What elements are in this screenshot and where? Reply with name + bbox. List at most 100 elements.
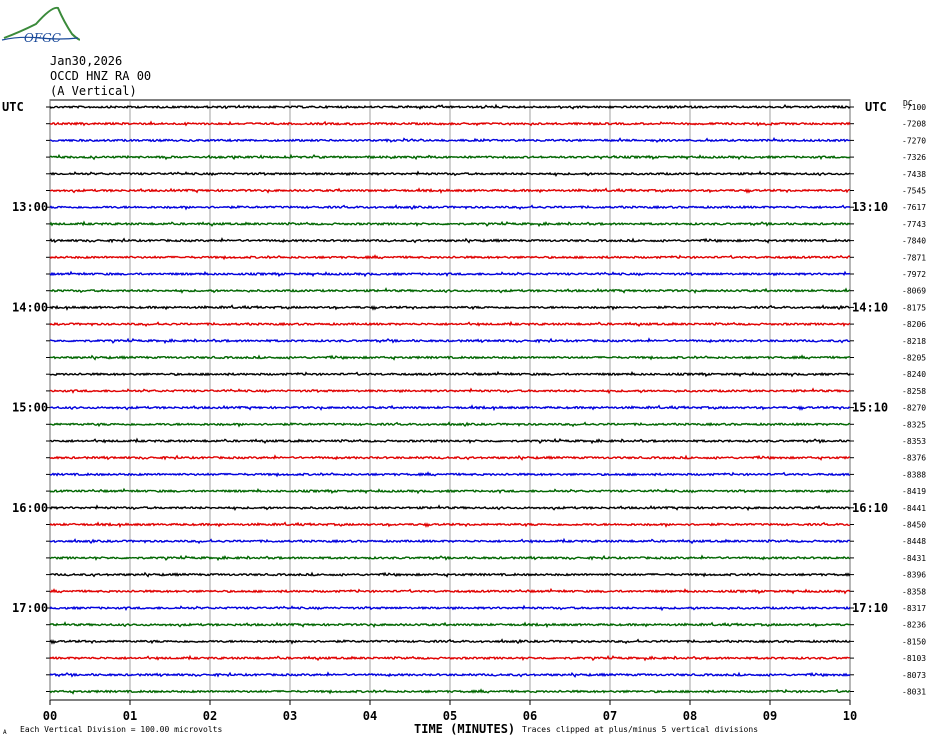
trace-line bbox=[49, 153, 851, 161]
trace-line bbox=[49, 337, 851, 345]
x-tick-label: 08 bbox=[683, 709, 697, 723]
trace-offset-label: -8317 bbox=[902, 604, 926, 613]
trace-offset-label: -8031 bbox=[902, 688, 926, 697]
trace-line bbox=[49, 404, 851, 412]
x-tick-label: 02 bbox=[203, 709, 217, 723]
trace-offset-label: -8205 bbox=[902, 354, 926, 363]
trace-line bbox=[49, 638, 851, 645]
trace-line bbox=[49, 237, 851, 244]
trace-offset-label: -8206 bbox=[902, 320, 926, 329]
trace-line bbox=[49, 587, 851, 595]
trace-offset-label: -7326 bbox=[902, 153, 926, 162]
trace-offset-label: -7871 bbox=[902, 253, 926, 262]
trace-line bbox=[49, 103, 851, 111]
trace-offset-label: -8240 bbox=[902, 370, 926, 379]
trace-line bbox=[49, 354, 851, 361]
left-time-label: 17:00 bbox=[12, 601, 48, 615]
logo-mountain-icon: OFGC bbox=[1, 6, 81, 45]
trace-offset-label: -7208 bbox=[902, 120, 926, 129]
trace-offset-label: -7438 bbox=[902, 170, 926, 179]
trace-offset-label: -8258 bbox=[902, 387, 926, 396]
trace-line bbox=[49, 254, 851, 261]
trace-line bbox=[49, 604, 851, 612]
trace-line bbox=[49, 437, 851, 445]
trace-offset-label: -8388 bbox=[902, 470, 926, 479]
x-tick-label: 10 bbox=[843, 709, 857, 723]
trace-line bbox=[49, 320, 851, 328]
trace-offset-label: -8431 bbox=[902, 554, 926, 563]
trace-offset-label: -8069 bbox=[902, 287, 926, 296]
x-tick-label: 06 bbox=[523, 709, 537, 723]
trace-line bbox=[49, 688, 850, 695]
trace-line bbox=[49, 504, 851, 512]
trace-line bbox=[49, 554, 851, 562]
trace-offset-label: -8270 bbox=[902, 404, 926, 413]
trace-line bbox=[49, 270, 851, 278]
trace-line bbox=[49, 471, 850, 478]
trace-offset-label: -8150 bbox=[902, 637, 926, 646]
trace-line bbox=[49, 421, 851, 428]
left-utc-label: UTC bbox=[2, 100, 24, 114]
trace-series bbox=[49, 103, 851, 695]
x-tick-label: 00 bbox=[43, 709, 57, 723]
footer-clip-note: Traces clipped at plus/minus 5 vertical … bbox=[522, 725, 758, 734]
trace-line bbox=[49, 521, 851, 528]
trace-offset-label: -8353 bbox=[902, 437, 926, 446]
trace-offset-label: -7743 bbox=[902, 220, 926, 229]
trace-line bbox=[49, 170, 851, 178]
left-time-label: 13:00 bbox=[12, 200, 48, 214]
x-axis-title: TIME (MINUTES) bbox=[414, 722, 515, 736]
trace-offset-label: -7100 bbox=[902, 103, 926, 112]
trace-line bbox=[49, 387, 851, 395]
left-time-label: 15:00 bbox=[12, 401, 48, 415]
ofgc-logo: OFGC bbox=[0, 2, 81, 46]
trace-offset-label: -8236 bbox=[902, 621, 926, 630]
trace-line bbox=[49, 671, 851, 678]
trace-line bbox=[49, 487, 851, 495]
trace-line bbox=[49, 304, 851, 311]
trace-line bbox=[49, 621, 851, 629]
x-tick-label: 09 bbox=[763, 709, 777, 723]
trace-offset-label: -8376 bbox=[902, 454, 926, 463]
trace-offset-label: -8441 bbox=[902, 504, 926, 513]
trace-offset-label: -8448 bbox=[902, 537, 926, 546]
trace-line bbox=[49, 120, 851, 127]
footer-division-note: Each Vertical Division = 100.00 microvol… bbox=[20, 725, 222, 734]
trace-offset-label: -8218 bbox=[902, 337, 926, 346]
trace-offset-label: -7270 bbox=[902, 136, 926, 145]
trace-offset-label: -8103 bbox=[902, 654, 926, 663]
trace-offset-label: -7840 bbox=[902, 237, 926, 246]
right-time-label: 16:10 bbox=[852, 501, 888, 515]
trace-line bbox=[49, 220, 851, 228]
record-date: Jan30,2026 bbox=[50, 54, 123, 68]
trace-line bbox=[49, 654, 851, 662]
footer-tiny-mark: A bbox=[3, 729, 7, 736]
x-tick-label: 03 bbox=[283, 709, 297, 723]
trace-line bbox=[49, 287, 851, 294]
trace-line bbox=[49, 571, 851, 578]
right-utc-label: UTC bbox=[865, 100, 887, 114]
trace-offset-label: -8073 bbox=[902, 671, 926, 680]
dc-header: DC bbox=[903, 99, 913, 108]
right-time-label: 15:10 bbox=[852, 401, 888, 415]
trace-offset-label: -8450 bbox=[902, 521, 926, 530]
right-time-label: 17:10 bbox=[852, 601, 888, 615]
right-time-label: 14:10 bbox=[852, 300, 888, 314]
trace-offset-label: -8175 bbox=[902, 303, 926, 312]
component-label: (A Vertical) bbox=[50, 84, 137, 98]
logo-text: OFGC bbox=[24, 31, 61, 45]
trace-line bbox=[49, 137, 851, 144]
trace-line bbox=[49, 204, 851, 211]
station-code: OCCD HNZ RA 00 bbox=[50, 69, 152, 83]
grid-lines bbox=[46, 99, 854, 705]
axis-labels: 00 01 02 03 04 05 06 07 08 09 10 -7100 -7208 -7270 -73… bbox=[12, 103, 926, 723]
x-tick-label: 05 bbox=[443, 709, 457, 723]
trace-offset-label: -7972 bbox=[902, 270, 926, 279]
trace-line bbox=[49, 187, 851, 194]
trace-offset-label: -8396 bbox=[902, 571, 926, 580]
left-time-label: 16:00 bbox=[12, 501, 48, 515]
trace-offset-label: -7617 bbox=[902, 203, 926, 212]
trace-line bbox=[49, 537, 851, 545]
x-tick-label: 04 bbox=[363, 709, 377, 723]
trace-offset-label: -8325 bbox=[902, 420, 926, 429]
